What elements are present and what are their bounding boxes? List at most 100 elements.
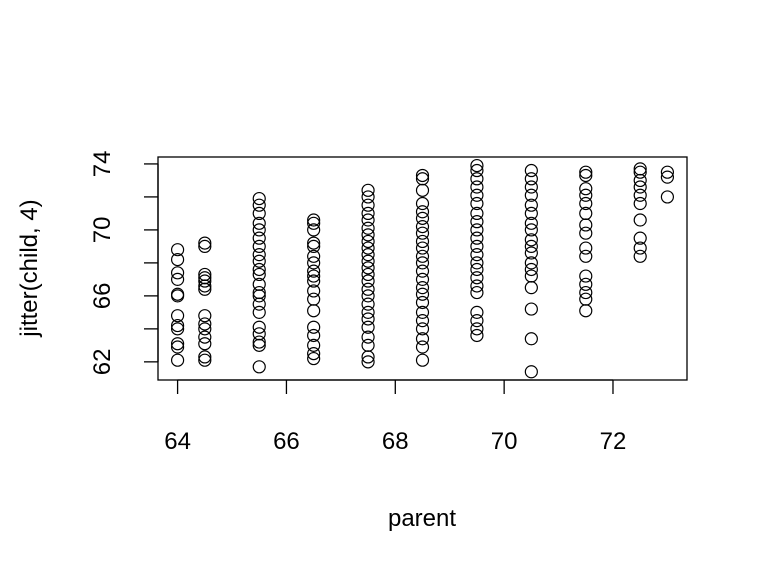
point [415,322,430,336]
point [524,262,538,277]
point [415,314,430,328]
point [470,248,484,262]
point [470,328,484,343]
point [633,241,647,255]
point [524,246,538,260]
point [252,191,266,206]
point [252,327,266,341]
point [170,340,185,354]
point [524,198,538,212]
point [415,172,430,186]
point [252,320,266,334]
point [361,190,375,204]
point [307,284,321,298]
point [470,196,484,211]
point [470,322,484,336]
point [415,205,430,219]
point [361,282,375,296]
y-tick-label: 74 [89,151,116,178]
point [307,216,321,230]
point [415,281,430,295]
point [470,180,484,194]
point [415,353,430,367]
point [307,320,321,334]
x-tick-label: 64 [164,428,191,455]
point [198,350,212,364]
point [252,248,266,262]
point [307,236,321,250]
point [524,281,538,295]
y-tick-label: 62 [89,349,116,376]
point [415,249,430,263]
point [361,305,375,319]
point [361,297,375,311]
point [579,182,593,196]
point [633,188,647,202]
point [415,264,430,278]
point [252,338,266,352]
point [524,239,538,253]
point [579,269,593,283]
point [470,271,484,285]
point [307,213,321,227]
point [307,264,321,278]
point [524,256,538,270]
point [579,277,593,291]
point [633,231,647,245]
point [470,262,484,277]
point [415,183,430,197]
point [633,249,647,263]
point [361,261,375,275]
point [470,285,484,300]
point [470,256,484,270]
point [470,231,484,245]
point [633,162,647,176]
point [579,206,593,221]
point [579,196,593,211]
point [524,223,538,237]
point [361,198,375,212]
point [524,188,538,202]
point [633,180,647,194]
point [252,216,266,230]
point [524,365,538,379]
point [415,211,430,225]
point [170,318,185,333]
point [307,269,321,283]
point [415,168,430,183]
point [579,168,593,183]
point [579,241,593,255]
point [170,353,185,367]
point [470,215,484,229]
point [170,266,185,280]
point [252,223,266,237]
point [415,295,430,310]
point [252,360,266,374]
point [252,305,266,319]
point [415,287,430,301]
point [307,347,321,361]
point [307,292,321,306]
point [198,239,212,253]
point [170,309,185,323]
point [252,267,266,282]
point [170,287,185,301]
point [307,223,321,237]
x-axis-label: parent [388,505,456,532]
point [524,302,538,316]
point [252,254,266,268]
point [361,330,375,344]
point [361,320,375,334]
point [361,241,375,255]
point [524,206,538,221]
point [415,241,430,255]
y-axis-label: jitter(child, 4) [16,199,43,337]
point [660,190,675,204]
point [170,243,185,257]
y-tick-label: 70 [89,217,116,244]
point [198,330,212,344]
point [198,317,212,331]
point [361,338,375,352]
point [470,158,484,173]
point [361,183,375,197]
